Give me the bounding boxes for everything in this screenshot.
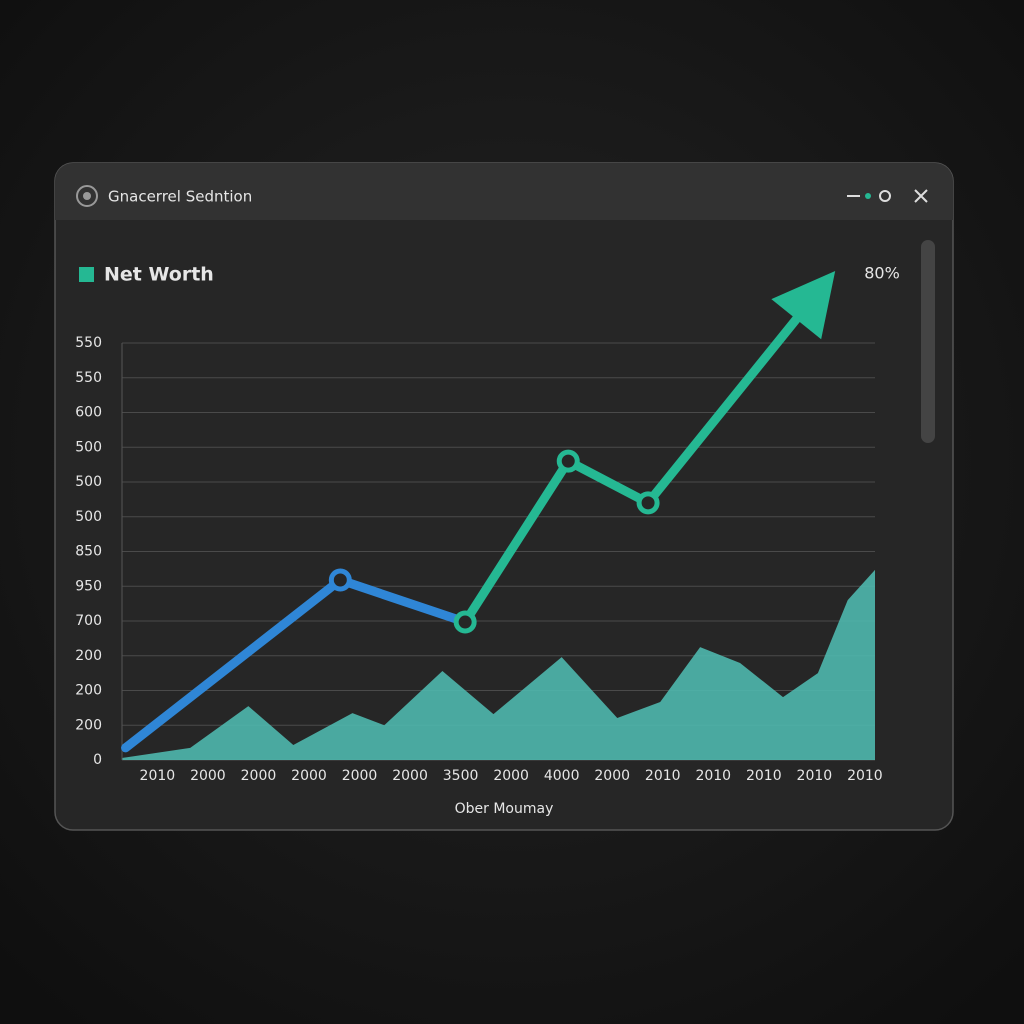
x-tick-label: 2000 <box>342 768 378 784</box>
legend-swatch <box>79 267 94 282</box>
chart-title: Net Worth <box>104 264 214 286</box>
x-tick-label: 3500 <box>443 768 479 784</box>
x-tick-label: 2010 <box>695 768 731 784</box>
close-button[interactable] <box>914 189 928 203</box>
y-tick-label: 550 <box>75 335 102 351</box>
y-tick-label: 700 <box>75 613 102 629</box>
title-bar <box>55 163 953 220</box>
x-tick-label: 2010 <box>746 768 782 784</box>
x-tick-label: 2010 <box>645 768 681 784</box>
x-tick-label: 2010 <box>140 768 176 784</box>
y-tick-label: 500 <box>75 474 102 490</box>
y-tick-label: 0 <box>93 752 102 768</box>
annotation: 80% <box>864 264 900 283</box>
x-tick-label: 2010 <box>847 768 883 784</box>
line <box>460 295 817 627</box>
maximize-button[interactable] <box>879 190 891 202</box>
scrollbar[interactable] <box>921 240 935 443</box>
y-tick-label: 200 <box>75 717 102 733</box>
arrow-head <box>771 270 836 340</box>
status-dot <box>865 193 871 199</box>
y-tick-label: 550 <box>75 370 102 386</box>
x-tick-label: 2000 <box>392 768 428 784</box>
x-tick-label: 4000 <box>544 768 580 784</box>
x-tick-label: 2000 <box>594 768 630 784</box>
y-tick-label: 200 <box>75 683 102 699</box>
app-icon-dot <box>83 192 91 200</box>
y-tick-label: 600 <box>75 405 102 421</box>
area <box>122 569 875 760</box>
point-marker <box>636 491 660 515</box>
plot: 0 200 200 200 700 950 850 500 500 500 600 550 550 201… <box>75 270 883 784</box>
y-tick-label: 200 <box>75 648 102 664</box>
x-tick-label: 2000 <box>190 768 226 784</box>
point-marker <box>556 449 580 473</box>
window-title: Gnacerrel Sedntion <box>108 188 252 206</box>
x-tick-label: 2000 <box>291 768 327 784</box>
x-tick-label: 2000 <box>493 768 529 784</box>
x-tick-label: 2000 <box>241 768 277 784</box>
x-axis-label: Ober Moumay <box>455 801 554 817</box>
point-marker <box>453 610 477 634</box>
y-tick-label: 500 <box>75 509 102 525</box>
point-marker <box>328 568 352 592</box>
y-tick-label: 950 <box>75 578 102 594</box>
x-tick-label: 2010 <box>797 768 833 784</box>
y-tick-label: 500 <box>75 439 102 455</box>
app-icon <box>76 185 98 207</box>
y-tick-label: 850 <box>75 544 102 560</box>
